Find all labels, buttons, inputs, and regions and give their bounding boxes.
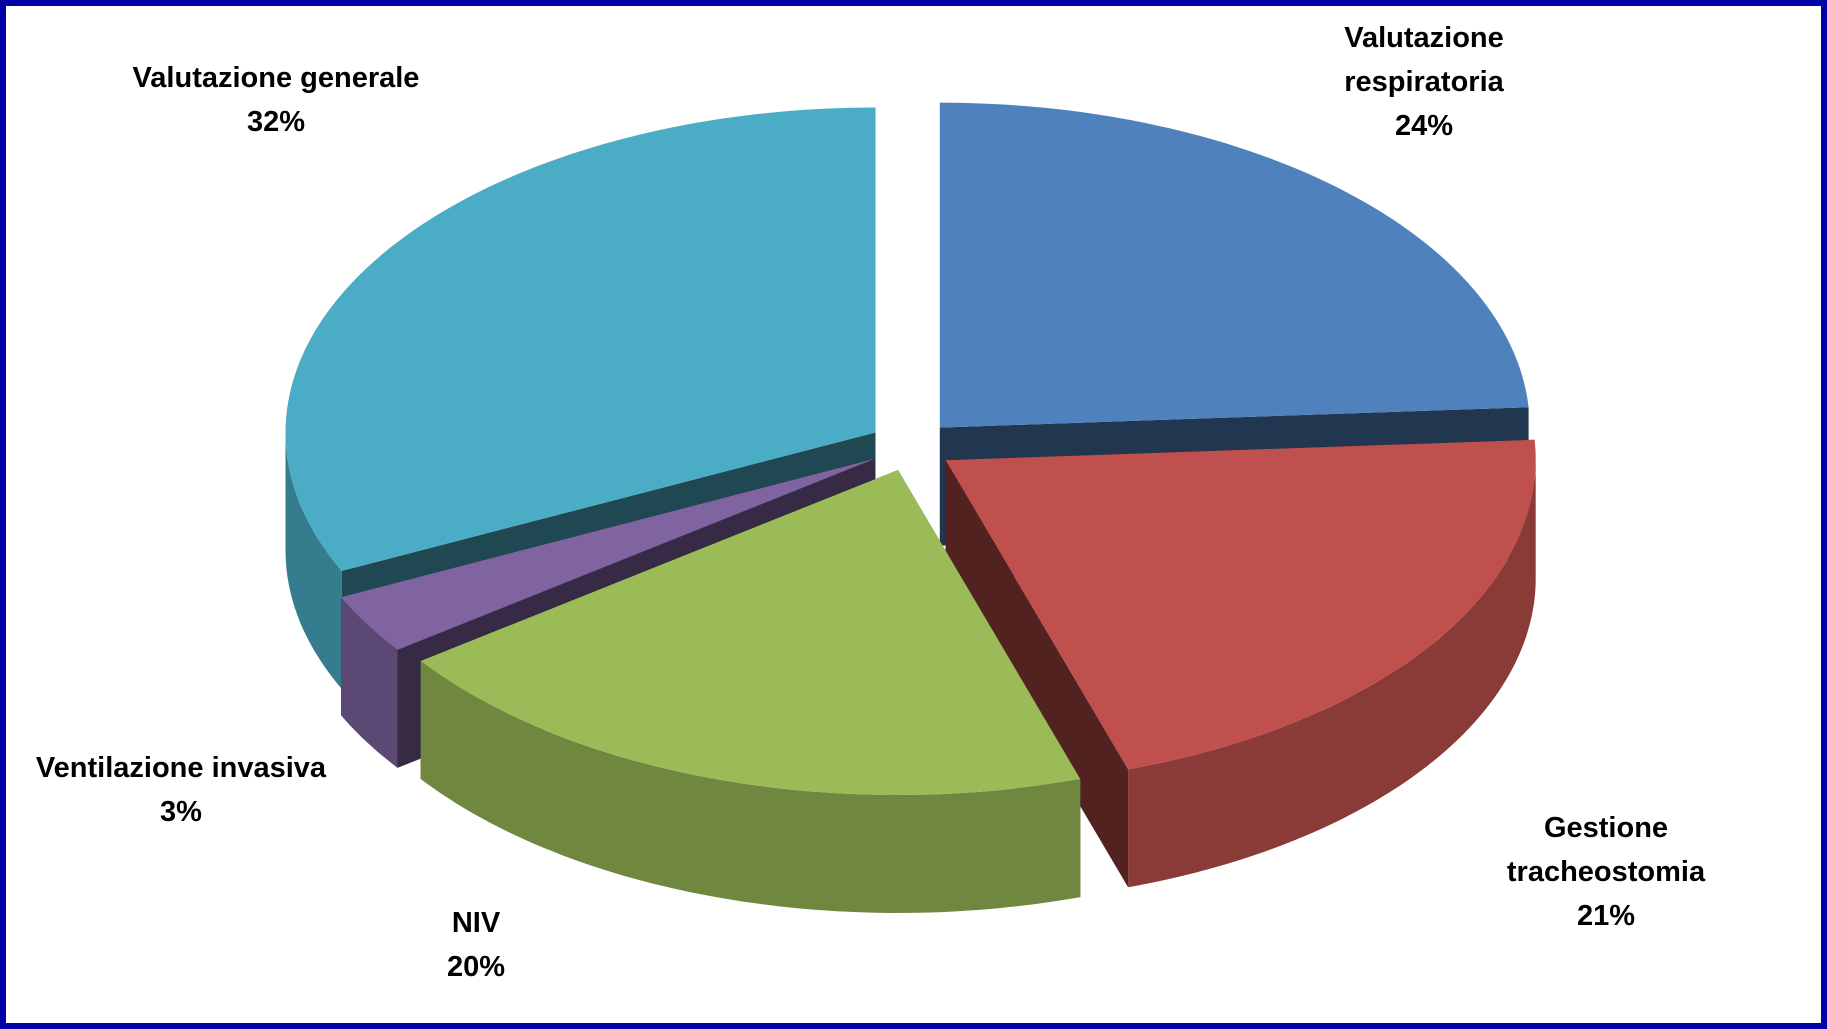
slice-cut-face [945,460,1129,888]
slice-side [420,661,1081,913]
slice-side [1128,460,1536,888]
pie-slice [420,470,1081,913]
slice-top [939,102,1529,428]
slice-label: Valutazione respiratoria 24% [1304,16,1544,148]
value-label: 32% [246,106,306,138]
category-name: NIV [451,907,501,939]
value-label: 24% [1394,110,1454,142]
slice-label: Ventilazione invasiva 3% [36,746,326,834]
value-label: 20% [446,951,506,983]
value-label: 3% [160,796,202,828]
slice-label: NIV 20% [447,901,505,989]
category-name: Valutazione respiratoria [1344,22,1504,98]
slice-top [341,458,875,650]
slice-label: Gestione tracheostomia 21% [1499,806,1714,938]
value-label: 21% [1576,900,1636,932]
category-name: Ventilazione invasiva [35,752,327,784]
pie-slice [945,439,1536,888]
slice-top [285,107,876,571]
slice-top [945,439,1536,770]
category-name: Valutazione generale [132,62,420,94]
slice-top [420,470,1081,795]
slice-label: Valutazione generale 32% [133,56,420,144]
slice-side [285,432,342,689]
category-name: Gestione tracheostomia [1506,812,1706,888]
slice-side [341,597,398,768]
chart [285,102,1536,913]
